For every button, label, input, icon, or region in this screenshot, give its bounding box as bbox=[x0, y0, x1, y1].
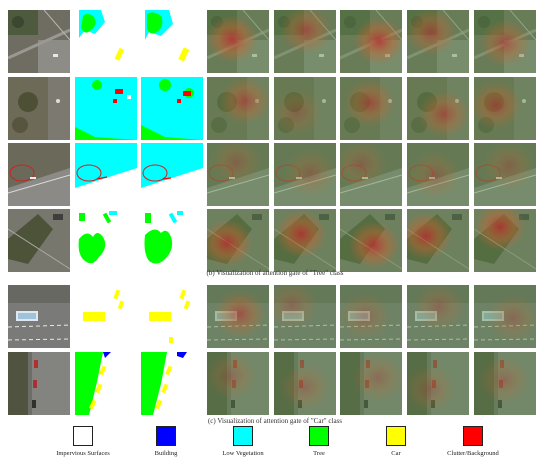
tree-row4-ground-truth bbox=[75, 209, 137, 272]
tree-row4-prediction bbox=[141, 209, 203, 272]
car-row2-attention-3 bbox=[340, 352, 402, 415]
legend-swatch bbox=[309, 426, 329, 446]
legend-item: Building bbox=[126, 426, 206, 458]
tree-row2-ground-truth bbox=[75, 77, 137, 140]
legend-label: Impervious Surfaces bbox=[56, 450, 110, 457]
car-row2-attention-5 bbox=[474, 352, 536, 415]
tree-row2-attention-3 bbox=[340, 77, 402, 140]
tree-row1-attention-5 bbox=[474, 10, 536, 73]
legend-label: Clutter/Background bbox=[447, 450, 499, 457]
legend-swatch bbox=[386, 426, 406, 446]
tree-row3-image bbox=[8, 143, 70, 206]
legend-item: Car bbox=[356, 426, 436, 458]
car-row2-ground-truth bbox=[75, 352, 137, 415]
legend-swatch bbox=[73, 426, 93, 446]
car-row1-ground-truth bbox=[75, 285, 137, 348]
class-legend: Impervious Surfaces Building Low Vegetatio… bbox=[0, 426, 550, 464]
car-row1-image bbox=[8, 285, 70, 348]
legend-label: Tree bbox=[313, 450, 325, 457]
caption-tree-attention: (b) Visualization of attention gate of "… bbox=[206, 269, 344, 277]
car-row1-attention-1 bbox=[207, 285, 269, 348]
tree-row4-attention-5 bbox=[474, 209, 536, 272]
tree-row4-attention-4 bbox=[407, 209, 469, 272]
tree-row2-attention-4 bbox=[407, 77, 469, 140]
tree-row1-attention-4 bbox=[407, 10, 469, 73]
tree-row1-prediction bbox=[141, 10, 203, 73]
tree-row3-attention-5 bbox=[474, 143, 536, 206]
legend-item: Impervious Surfaces bbox=[43, 426, 123, 458]
legend-item: Tree bbox=[279, 426, 359, 458]
tree-row4-image bbox=[8, 209, 70, 272]
tree-row3-attention-4 bbox=[407, 143, 469, 206]
car-row1-attention-5 bbox=[474, 285, 536, 348]
car-row1-attention-4 bbox=[407, 285, 469, 348]
legend-label: Building bbox=[154, 450, 178, 457]
tree-row1-ground-truth bbox=[75, 10, 137, 73]
legend-item: Low Vegetation bbox=[203, 426, 283, 458]
tree-row3-attention-1 bbox=[207, 143, 269, 206]
legend-item: Clutter/Background bbox=[433, 426, 513, 458]
tree-row4-attention-2 bbox=[274, 209, 336, 272]
legend-swatch bbox=[156, 426, 176, 446]
tree-row2-attention-2 bbox=[274, 77, 336, 140]
tree-row3-prediction bbox=[141, 143, 203, 206]
legend-swatch bbox=[233, 426, 253, 446]
tree-row2-prediction bbox=[141, 77, 203, 140]
tree-row3-attention-3 bbox=[340, 143, 402, 206]
legend-label: Car bbox=[391, 450, 401, 457]
tree-row4-attention-3 bbox=[340, 209, 402, 272]
tree-row2-image bbox=[8, 77, 70, 140]
tree-row2-attention-5 bbox=[474, 77, 536, 140]
tree-row1-attention-3 bbox=[340, 10, 402, 73]
car-row2-attention-2 bbox=[274, 352, 336, 415]
tree-row3-ground-truth bbox=[75, 143, 137, 206]
car-row1-attention-2 bbox=[274, 285, 336, 348]
legend-label: Low Vegetation bbox=[222, 450, 264, 457]
car-row1-prediction bbox=[141, 285, 203, 348]
tree-row2-attention-1 bbox=[207, 77, 269, 140]
caption-car-attention: (c) Visualization of attention gate of "… bbox=[207, 417, 343, 425]
tree-row1-attention-2 bbox=[274, 10, 336, 73]
car-row2-prediction bbox=[141, 352, 203, 415]
tree-row3-attention-2 bbox=[274, 143, 336, 206]
car-row1-attention-3 bbox=[340, 285, 402, 348]
tree-row1-attention-1 bbox=[207, 10, 269, 73]
car-row2-attention-1 bbox=[207, 352, 269, 415]
tree-row1-image bbox=[8, 10, 70, 73]
car-row2-image bbox=[8, 352, 70, 415]
tree-row4-attention-1 bbox=[207, 209, 269, 272]
legend-swatch bbox=[463, 426, 483, 446]
car-row2-attention-4 bbox=[407, 352, 469, 415]
